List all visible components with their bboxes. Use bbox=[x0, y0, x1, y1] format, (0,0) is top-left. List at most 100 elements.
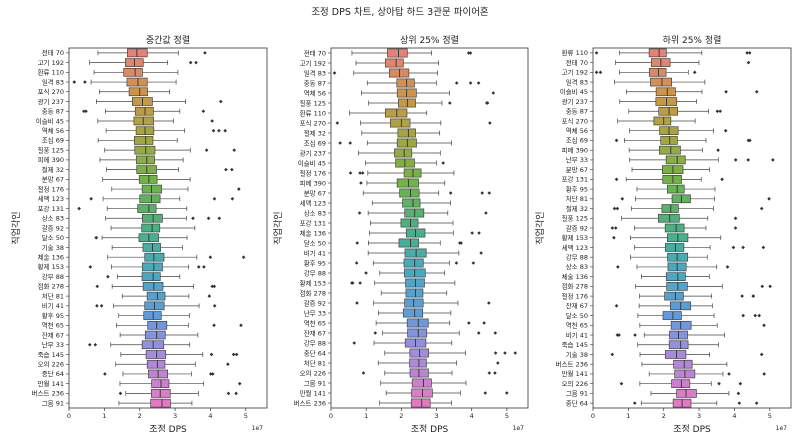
outlier-point bbox=[484, 101, 489, 105]
box bbox=[394, 148, 413, 158]
box bbox=[665, 155, 686, 165]
x-axis-label: 조정 DPS bbox=[673, 424, 711, 432]
outlier-point bbox=[620, 197, 625, 201]
box bbox=[143, 311, 162, 320]
figure-title: 조정 DPS 차트, 상아탑 하드 3관문 파이어혼 bbox=[311, 7, 489, 18]
y-tick-label: 오의 226 bbox=[38, 360, 64, 369]
outlier-point bbox=[503, 351, 507, 355]
outlier-point bbox=[741, 313, 745, 318]
box bbox=[135, 155, 155, 165]
box bbox=[141, 184, 162, 194]
y-tick-label: 환류 110 bbox=[300, 108, 326, 117]
y-tick-label: 조심 69 bbox=[304, 138, 326, 147]
outlier-point bbox=[616, 265, 620, 269]
y-tick-label: 상소 83 bbox=[566, 262, 588, 271]
y-tick-label: 잔재 67 bbox=[304, 328, 326, 337]
box bbox=[404, 248, 427, 258]
y-tick-label: 충단 64 bbox=[304, 348, 326, 357]
outlier-point bbox=[733, 216, 738, 221]
outlier-point bbox=[360, 171, 365, 175]
box bbox=[396, 178, 419, 188]
x-tick-label: 4 bbox=[208, 412, 212, 420]
outlier-point bbox=[207, 294, 212, 298]
outlier-point bbox=[760, 284, 765, 289]
box bbox=[409, 358, 427, 368]
outlier-point bbox=[488, 121, 492, 125]
box bbox=[676, 389, 697, 398]
y-tick-label: 갈증 92 bbox=[304, 299, 326, 307]
outlier-point bbox=[234, 352, 239, 357]
y-tick-label: 전태 70 bbox=[304, 48, 326, 57]
box bbox=[134, 145, 156, 155]
y-tick-label: 비기 41 bbox=[304, 248, 326, 257]
outlier-point bbox=[771, 158, 775, 162]
y-tick-label: 달소 50 bbox=[566, 312, 588, 320]
outlier-point bbox=[352, 341, 357, 345]
outlier-point bbox=[615, 333, 620, 337]
y-tick-label: 이슬비 45 bbox=[560, 87, 588, 96]
y-tick-label: 질풍 125 bbox=[300, 99, 326, 107]
y-tick-label: 황제 153 bbox=[300, 278, 326, 287]
outlier-point bbox=[95, 284, 100, 289]
outlier-point bbox=[493, 331, 498, 335]
outlier-point bbox=[762, 372, 766, 376]
outlier-point bbox=[361, 371, 366, 375]
outlier-point bbox=[718, 109, 723, 114]
y-tick-label: 피메 390 bbox=[562, 145, 588, 154]
box bbox=[146, 291, 166, 301]
outlier-point bbox=[210, 119, 214, 123]
outlier-point bbox=[77, 206, 81, 211]
box bbox=[655, 87, 676, 97]
outlier-point bbox=[740, 294, 744, 298]
x-tick-label: 5 bbox=[244, 412, 248, 420]
y-tick-label: 분망 67 bbox=[566, 165, 588, 174]
y-tick-label: 고기 192 bbox=[562, 68, 588, 77]
box bbox=[650, 77, 673, 87]
outlier-point bbox=[493, 371, 497, 375]
outlier-point bbox=[217, 128, 221, 133]
box bbox=[402, 308, 424, 318]
y-tick-label: 황제 153 bbox=[38, 262, 64, 271]
y-tick-label: 고기 192 bbox=[300, 58, 326, 67]
y-tick-label: 황후 95 bbox=[42, 311, 64, 320]
box bbox=[404, 208, 425, 218]
box bbox=[405, 288, 424, 298]
y-axis-label: 직업각인 bbox=[10, 211, 22, 244]
box bbox=[141, 262, 163, 272]
box bbox=[662, 311, 682, 320]
outlier-point bbox=[448, 101, 452, 105]
outlier-point bbox=[471, 261, 476, 265]
y-tick-label: 포강 131 bbox=[562, 175, 588, 184]
outlier-point bbox=[210, 284, 215, 289]
box bbox=[126, 77, 148, 87]
outlier-point bbox=[759, 206, 764, 211]
y-tick-label: 일격 83 bbox=[566, 77, 588, 86]
y-tick-label: 그믐 91 bbox=[42, 399, 64, 407]
outlier-point bbox=[725, 265, 730, 269]
box bbox=[139, 194, 161, 204]
x-tick-label: 0 bbox=[329, 412, 333, 420]
box bbox=[660, 136, 678, 145]
outlier-point bbox=[454, 261, 459, 265]
y-tick-label: 광기 237 bbox=[300, 148, 326, 157]
box bbox=[389, 68, 410, 78]
box bbox=[653, 116, 672, 126]
y-tick-label: 달소 50 bbox=[42, 234, 64, 242]
y-tick-label: 포강 131 bbox=[38, 204, 64, 213]
outlier-point bbox=[476, 331, 481, 335]
y-axis-label: 직업각인 bbox=[534, 211, 546, 244]
outlier-point bbox=[737, 401, 742, 405]
box bbox=[128, 87, 148, 97]
y-tick-label: 역체 56 bbox=[304, 88, 326, 97]
box bbox=[144, 252, 165, 262]
box bbox=[658, 106, 679, 116]
y-tick-label: 포식 270 bbox=[300, 118, 326, 127]
outlier-point bbox=[204, 148, 209, 152]
x-tick-label: 1 bbox=[102, 412, 106, 420]
y-tick-label: 처단 81 bbox=[566, 194, 588, 203]
outlier-point bbox=[754, 401, 759, 405]
y-tick-label: 상소 83 bbox=[42, 214, 64, 223]
y-tick-label: 상소 83 bbox=[304, 208, 326, 217]
y-tick-label: 포식 270 bbox=[38, 87, 64, 96]
outlier-point bbox=[632, 401, 637, 405]
